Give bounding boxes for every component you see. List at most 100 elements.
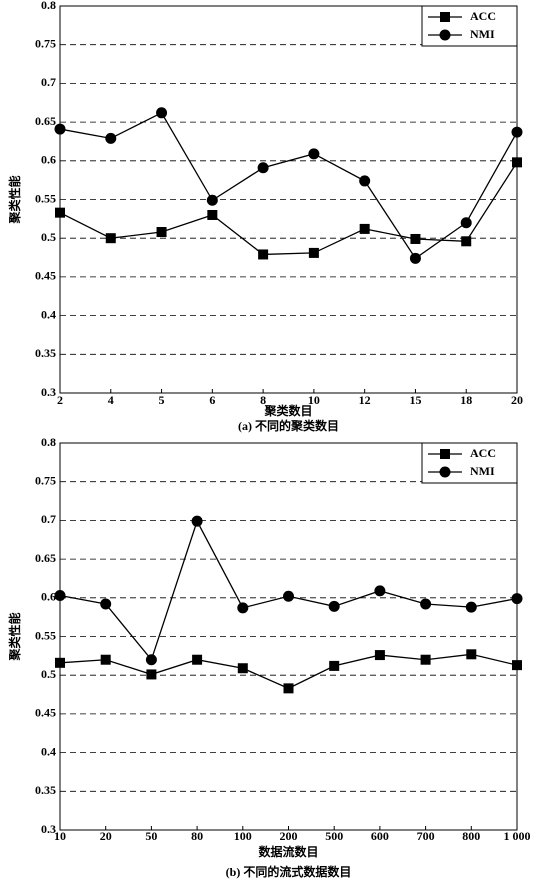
y-tick-label: 0.75: [35, 473, 56, 487]
marker: [237, 663, 248, 674]
y-tick-label: 0.65: [35, 114, 56, 128]
legend-label: ACC: [470, 9, 496, 23]
y-tick-label: 0.45: [35, 706, 56, 720]
y-tick-label: 0.8: [41, 435, 56, 449]
marker: [410, 233, 421, 244]
marker: [145, 654, 157, 666]
y-tick-label: 0.6: [41, 590, 56, 604]
legend-marker: [439, 466, 451, 478]
x-tick-label: 15: [409, 393, 421, 407]
marker: [359, 175, 371, 187]
x-axis-label: 数据流数目: [258, 844, 318, 859]
marker: [466, 649, 477, 660]
marker: [328, 600, 340, 612]
marker: [283, 590, 294, 602]
marker: [461, 236, 472, 247]
x-tick-label: 18: [460, 393, 472, 407]
marker: [54, 123, 66, 135]
y-tick-label: 0.4: [41, 307, 56, 321]
x-tick-label: 1 000: [504, 829, 531, 843]
x-tick-label: 20: [511, 393, 523, 407]
y-tick-label: 0.3: [41, 822, 56, 836]
legend-marker: [439, 29, 451, 41]
x-axis-label: 聚类数目: [263, 403, 312, 418]
y-tick-label: 0.4: [41, 744, 56, 758]
caption: (a) 不同的聚类数目: [238, 418, 339, 433]
marker: [420, 598, 432, 610]
legend-label: NMI: [470, 464, 495, 478]
y-axis-label: 聚类性能: [7, 612, 22, 661]
y-tick-label: 0.7: [41, 75, 56, 89]
series-line: [59, 653, 518, 690]
x-tick-label: 50: [145, 829, 157, 843]
x-tick-label: 200: [280, 829, 298, 843]
y-tick-label: 0.75: [35, 36, 56, 50]
marker: [156, 107, 168, 119]
marker: [54, 589, 66, 601]
series-line: [59, 111, 518, 260]
marker: [156, 227, 167, 238]
y-tick-label: 0.5: [41, 230, 56, 244]
x-tick-label: 20: [100, 829, 112, 843]
y-tick-label: 0.45: [35, 269, 56, 283]
x-tick-label: 700: [417, 829, 435, 843]
marker: [237, 602, 249, 614]
plot-frame: [59, 5, 518, 394]
marker: [257, 162, 269, 174]
legend-label: NMI: [470, 27, 495, 41]
marker: [465, 601, 477, 613]
marker: [512, 157, 522, 168]
marker: [359, 223, 370, 234]
x-tick-label: 10: [54, 829, 66, 843]
marker: [374, 585, 386, 597]
x-tick-label: 5: [159, 393, 165, 407]
legend-box: [421, 5, 518, 47]
x-tick-label: 8: [260, 393, 266, 407]
marker: [374, 650, 385, 661]
x-tick-label: 6: [209, 393, 215, 407]
y-tick-label: 0.55: [35, 191, 56, 205]
marker: [191, 515, 203, 527]
marker: [420, 654, 431, 665]
marker: [105, 233, 116, 244]
marker: [146, 669, 157, 680]
marker: [460, 217, 472, 229]
marker: [55, 207, 65, 218]
series-line: [59, 519, 518, 662]
plot-frame: [59, 442, 518, 831]
x-tick-label: 800: [462, 829, 480, 843]
y-tick-label: 0.7: [41, 512, 56, 526]
y-tick-label: 0.35: [35, 346, 56, 360]
y-tick-label: 0.3: [41, 385, 56, 399]
marker: [512, 660, 522, 671]
marker: [308, 247, 319, 258]
series-line: [59, 161, 518, 256]
marker: [329, 660, 340, 671]
y-tick-label: 0.65: [35, 551, 56, 565]
legend-box: [421, 442, 518, 484]
marker: [55, 657, 65, 668]
x-tick-label: 500: [325, 829, 343, 843]
x-tick-label: 10: [308, 393, 320, 407]
marker: [100, 654, 111, 665]
caption: (b) 不同的流式数据数目: [226, 864, 352, 879]
x-tick-label: 600: [371, 829, 389, 843]
marker: [308, 148, 320, 160]
x-tick-label: 80: [191, 829, 203, 843]
x-tick-label: 100: [234, 829, 252, 843]
legend-marker: [440, 12, 450, 22]
marker: [192, 654, 203, 665]
marker: [409, 252, 421, 264]
y-tick-label: 0.8: [41, 0, 56, 12]
marker: [283, 683, 294, 694]
x-tick-label: 12: [359, 393, 371, 407]
x-tick-label: 2: [57, 393, 63, 407]
marker: [207, 209, 218, 220]
marker: [105, 132, 117, 144]
y-tick-label: 0.35: [35, 783, 56, 797]
marker: [511, 593, 523, 605]
y-tick-label: 0.5: [41, 667, 56, 681]
y-axis-label: 聚类性能: [7, 175, 22, 224]
x-tick-label: 4: [108, 393, 114, 407]
